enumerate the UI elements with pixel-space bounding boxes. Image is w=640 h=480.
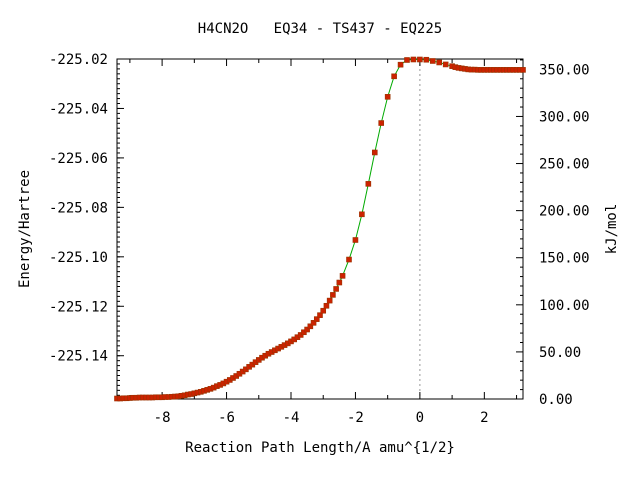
data-point (320, 307, 327, 314)
data-point (313, 316, 320, 322)
x-tick-label: -6 (218, 410, 235, 426)
x-tick-label: -8 (154, 410, 171, 426)
data-point (520, 67, 526, 73)
data-point (404, 57, 410, 63)
data-point (397, 61, 404, 68)
x-tick-label: -2 (347, 410, 364, 426)
data-point (417, 56, 423, 63)
axis-ticks: -8 -6 -4 -2 0 2 -225.14 -225.12 -225.10 -225.08 -2… (49, 52, 590, 426)
data-point (378, 120, 385, 126)
y-right-tick-label: 0.00 (539, 392, 573, 408)
y-left-tick-label: -225.12 (49, 299, 108, 315)
x-tick-label: 2 (480, 410, 488, 426)
y-right-tick-label: 250.00 (539, 157, 590, 173)
data-point (410, 56, 417, 63)
data-point (365, 181, 372, 187)
data-point (326, 297, 333, 304)
x-tick-label: -4 (283, 410, 300, 426)
data-point (317, 312, 323, 318)
data-point (307, 323, 314, 330)
data-point (310, 320, 317, 326)
data-point (371, 149, 378, 156)
y-right-tick-label: 350.00 (539, 62, 590, 78)
data-point (346, 256, 352, 263)
data-point (442, 61, 449, 68)
y-left-tick-label: -225.06 (49, 151, 108, 167)
y-right-tick-label: 50.00 (539, 345, 581, 361)
x-axis-label: Reaction Path Length/A amu^{1/2} (185, 440, 455, 456)
plot-frame (116, 58, 524, 400)
chart-title-group: H4CN2O EQ34 - TS437 - EQ225 (198, 21, 442, 37)
series-layer (114, 56, 526, 402)
data-point (352, 237, 359, 243)
y-left-tick-label: -225.08 (49, 200, 108, 216)
data-point (384, 94, 391, 100)
data-point (330, 292, 336, 298)
y-right-tick-label: 150.00 (539, 251, 590, 267)
data-point (359, 211, 365, 218)
data-point (336, 279, 343, 286)
chart-title: H4CN2O EQ34 - TS437 - EQ225 (198, 21, 442, 37)
series-line (117, 58, 523, 400)
y-left-tick-label: -225.04 (49, 101, 108, 117)
y-right-tick-label: 100.00 (539, 298, 590, 314)
data-point (423, 56, 430, 63)
data-point (339, 273, 346, 279)
y-right-tick-label: 300.00 (539, 109, 590, 125)
data-point (391, 73, 397, 80)
y-left-tick-label: -225.10 (49, 250, 108, 266)
y-axis-label-left: Energy/Hartree (17, 170, 33, 288)
data-point (436, 59, 443, 66)
y-left-tick-label: -225.14 (49, 349, 108, 365)
data-point (323, 302, 330, 309)
data-point (429, 58, 436, 64)
data-point (304, 326, 310, 333)
data-point (333, 286, 339, 292)
y-right-tick-label: 200.00 (539, 204, 590, 220)
y-left-tick-label: -225.02 (49, 52, 108, 68)
x-tick-label: 0 (416, 410, 424, 426)
y-axis-label-right: kJ/mol (604, 204, 620, 255)
